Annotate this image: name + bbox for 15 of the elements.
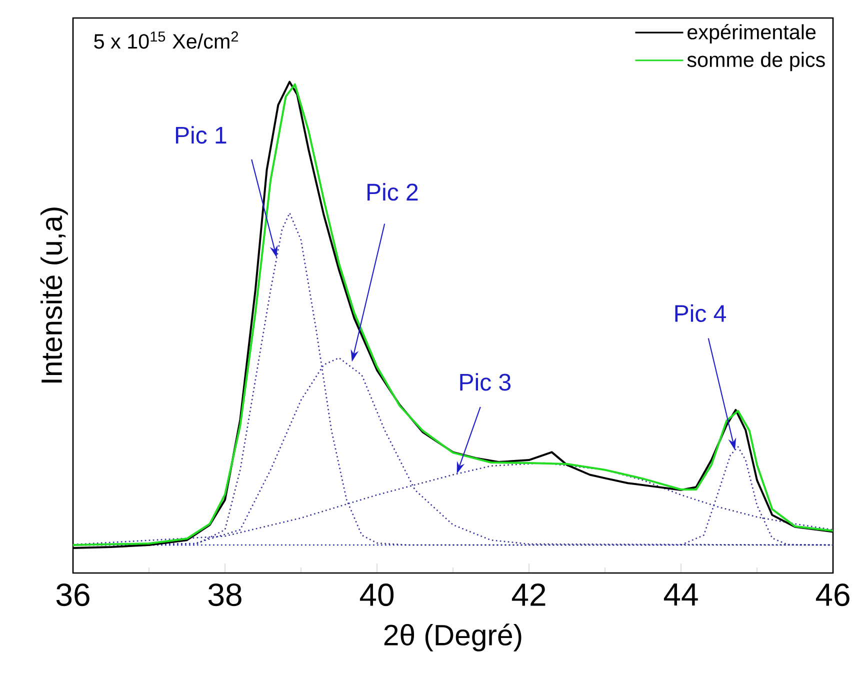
x-tick-label: 46 — [816, 583, 850, 606]
y-axis-title: Intensité (u,a) — [40, 208, 68, 382]
x-axis-title: 2θ (Degré) — [384, 624, 522, 652]
annotation: Pic 3 — [460, 373, 511, 391]
x-tick-label: 44 — [664, 583, 698, 606]
x-tick-label: 36 — [56, 583, 90, 606]
annotation: Pic 2 — [367, 183, 418, 201]
annotation: Pic 4 — [675, 304, 726, 322]
x-tick-label: 40 — [360, 583, 394, 606]
legend-label: somme de pics — [687, 52, 825, 72]
x-tick-label: 38 — [208, 583, 242, 606]
annotation: Pic 1 — [176, 126, 226, 144]
x-tick-label: 42 — [512, 583, 546, 606]
text: 5 x 10$^{15}$ Xe/cm$^{2}$ — [94, 31, 238, 49]
legend-label: expérimentale — [688, 24, 816, 44]
